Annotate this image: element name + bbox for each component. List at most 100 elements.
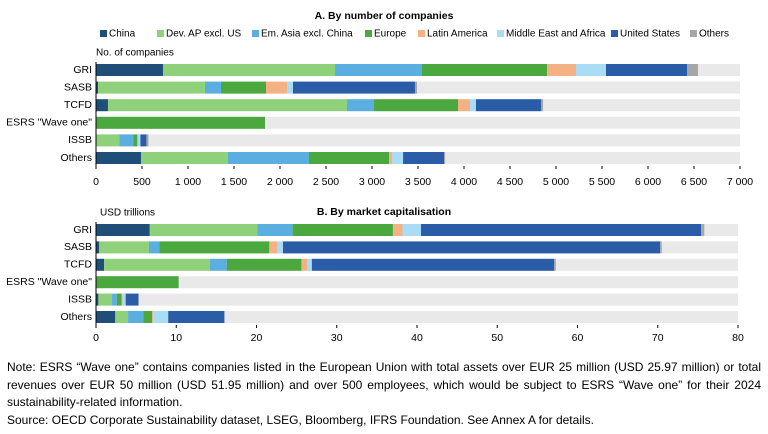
bar-segment bbox=[421, 64, 547, 76]
x-tick-label: 1 500 bbox=[221, 176, 247, 188]
bar-segment bbox=[458, 99, 470, 112]
bar-segment bbox=[221, 81, 267, 94]
bar-segment bbox=[96, 134, 120, 147]
x-tick-label: 6 500 bbox=[681, 176, 707, 188]
legend-swatch bbox=[418, 30, 425, 37]
bar-segment bbox=[311, 258, 555, 271]
legend-swatch bbox=[690, 30, 697, 37]
row-track bbox=[96, 311, 738, 323]
legend-label: Dev. AP excl. US bbox=[166, 29, 242, 40]
bar-segment bbox=[282, 241, 661, 254]
notes: Note: ESRS “Wave one” contains companies… bbox=[7, 359, 761, 429]
x-tick-label: 5 000 bbox=[543, 176, 569, 188]
bar-segment bbox=[346, 99, 375, 112]
chart: A. By number of companies No. of companie… bbox=[6, 10, 753, 344]
axis-unit-label: No. of companies bbox=[96, 48, 174, 59]
bar-segment bbox=[96, 81, 99, 94]
bar-segment bbox=[152, 311, 153, 323]
bar-segment bbox=[137, 134, 141, 147]
bar-segment bbox=[541, 99, 544, 112]
bar-segment bbox=[96, 276, 179, 289]
y-tick-label: TCFD bbox=[64, 259, 92, 271]
y-tick-label: GRI bbox=[73, 224, 92, 236]
bar-segment bbox=[554, 258, 556, 271]
chart-title: A. By number of companies bbox=[315, 10, 454, 22]
bar-segment bbox=[125, 293, 139, 306]
bar-segment bbox=[122, 293, 126, 306]
bar-segment bbox=[277, 241, 283, 254]
axis-unit-label: USD trillions bbox=[100, 208, 155, 219]
bar-segment bbox=[307, 258, 312, 271]
bar-segment bbox=[209, 258, 227, 271]
legend-label: Latin America bbox=[427, 29, 488, 40]
y-tick-label: ESRS "Wave one" bbox=[6, 117, 92, 129]
row-track bbox=[96, 293, 738, 306]
bar-segment bbox=[119, 134, 134, 147]
bar-segment bbox=[414, 81, 417, 94]
bar-segment bbox=[96, 64, 163, 76]
bar-segment bbox=[133, 134, 138, 147]
x-tick-label: 4 000 bbox=[451, 176, 477, 188]
bar-segment bbox=[205, 81, 222, 94]
legend-label: Middle East and Africa bbox=[506, 29, 606, 40]
bar-segment bbox=[389, 152, 393, 164]
note: Note: ESRS “Wave one” contains companies… bbox=[7, 360, 761, 409]
bar-segment bbox=[403, 152, 445, 164]
x-tick-label: 30 bbox=[331, 332, 343, 344]
bar-segment bbox=[301, 258, 308, 271]
bar-segment bbox=[475, 99, 542, 112]
bar-segment bbox=[140, 134, 147, 147]
row-track bbox=[96, 134, 740, 147]
bar-segment bbox=[335, 64, 422, 76]
y-tick-label: GRI bbox=[73, 64, 92, 76]
legend-swatch bbox=[611, 30, 618, 37]
bar-segment bbox=[392, 152, 404, 164]
bar-segment bbox=[96, 293, 99, 306]
bar-segment bbox=[115, 311, 129, 323]
bar-segment bbox=[148, 241, 160, 254]
bar-segment bbox=[143, 311, 153, 323]
bar-segment bbox=[162, 64, 336, 76]
bar-segment bbox=[701, 224, 705, 236]
legend-swatch bbox=[100, 30, 107, 37]
bar-segment bbox=[575, 64, 606, 76]
legend-label: Europe bbox=[374, 29, 407, 40]
bar-segment bbox=[96, 152, 141, 164]
bar-segment bbox=[96, 224, 150, 236]
x-tick-label: 2 000 bbox=[267, 176, 293, 188]
bar-segment bbox=[392, 224, 403, 236]
bar-segment bbox=[228, 152, 309, 164]
bar-segment bbox=[146, 134, 149, 147]
bar-segment bbox=[152, 311, 169, 323]
bar-segment bbox=[226, 258, 302, 271]
x-tick-label: 10 bbox=[170, 332, 182, 344]
y-tick-label: TCFD bbox=[64, 99, 92, 111]
legend-label: Em. Asia excl. China bbox=[261, 29, 353, 40]
bar-segment bbox=[116, 293, 122, 306]
bar-segment bbox=[374, 99, 459, 112]
x-tick-label: 6 000 bbox=[635, 176, 661, 188]
y-tick-label: ISSB bbox=[68, 134, 92, 146]
bar-segment bbox=[292, 224, 393, 236]
bar-segment bbox=[266, 81, 287, 94]
legend-swatch bbox=[157, 30, 164, 37]
bar-segment bbox=[168, 311, 225, 323]
x-tick-label: 500 bbox=[133, 176, 151, 188]
x-tick-label: 7 000 bbox=[727, 176, 753, 188]
y-tick-label: Others bbox=[60, 152, 92, 164]
x-tick-label: 60 bbox=[572, 332, 584, 344]
x-tick-label: 4 500 bbox=[497, 176, 523, 188]
bar-segment bbox=[159, 241, 270, 254]
y-tick-label: SASB bbox=[64, 241, 92, 253]
y-tick-label: Others bbox=[60, 311, 92, 323]
bar-segment bbox=[149, 224, 258, 236]
source: Source: OECD Corporate Sustainability da… bbox=[7, 412, 594, 427]
bar-segment bbox=[546, 64, 576, 76]
y-tick-label: SASB bbox=[64, 81, 92, 93]
bar-segment bbox=[444, 152, 446, 164]
bar-segment bbox=[107, 99, 347, 112]
legend-label: China bbox=[109, 29, 136, 40]
y-tick-label: ESRS "Wave one" bbox=[6, 276, 92, 288]
bar-segment bbox=[469, 99, 476, 112]
bar-segment bbox=[96, 241, 100, 254]
